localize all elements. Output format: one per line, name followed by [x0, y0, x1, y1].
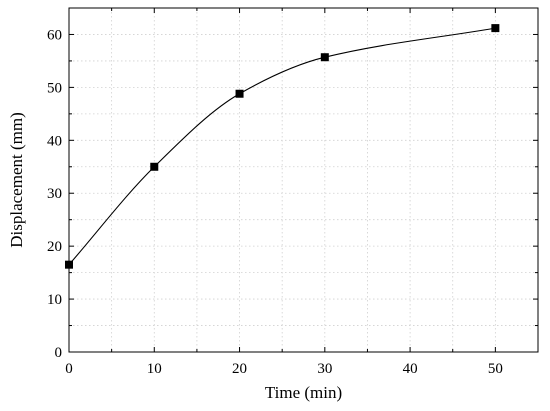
x-tick-label: 50	[488, 361, 503, 377]
x-tick-label: 20	[232, 361, 247, 377]
x-tick-label: 30	[317, 361, 332, 377]
data-point	[150, 162, 159, 171]
y-tick-label: 20	[47, 239, 62, 255]
x-axis-title: Time (min)	[265, 383, 342, 402]
y-tick-label: 30	[47, 186, 62, 202]
plot-frame	[68, 7, 539, 353]
data-point	[320, 53, 329, 62]
y-axis-ticks: 0 10 20 30 40 50 60	[47, 7, 538, 361]
x-tick-label: 40	[403, 361, 418, 377]
data-point	[491, 24, 500, 33]
y-tick-label: 40	[47, 133, 62, 149]
y-tick-label: 50	[47, 80, 62, 96]
y-tick-label: 60	[47, 27, 62, 43]
y-axis-title: Displacement (mm)	[7, 112, 26, 248]
data-point	[235, 89, 244, 98]
x-axis-ticks: 0 10 20 30 40 50	[65, 8, 539, 377]
x-tick-label: 10	[147, 361, 162, 377]
y-tick-label: 10	[47, 292, 62, 308]
grid	[69, 8, 538, 352]
y-tick-label: 0	[55, 345, 63, 361]
x-tick-label: 0	[65, 361, 73, 377]
